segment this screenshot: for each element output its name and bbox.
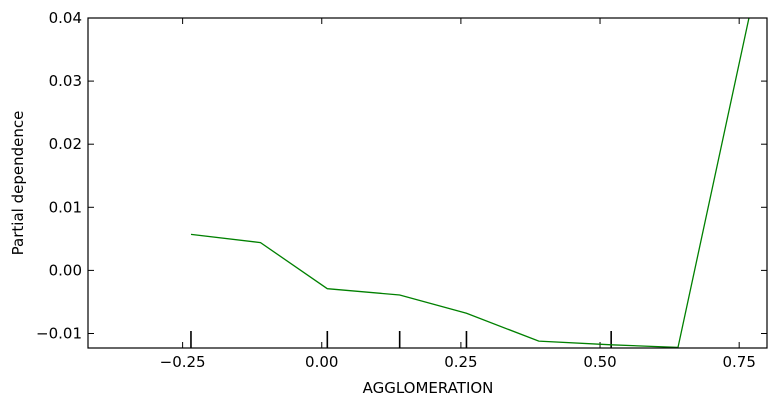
y-tick-label: 0.04 (49, 9, 82, 27)
y-tick-label: −0.01 (36, 324, 82, 342)
series-line (190, 18, 750, 348)
y-tick-label: 0.00 (49, 261, 82, 279)
x-tick-label: −0.25 (160, 353, 206, 371)
x-tick-label: 0.50 (583, 353, 616, 371)
y-tick-label: 0.01 (49, 198, 82, 216)
x-tick-label: 0.25 (444, 353, 477, 371)
x-tick-label: 0.75 (722, 353, 755, 371)
y-tick-label: 0.02 (49, 135, 82, 153)
y-axis-ticks: −0.01 0.00 0.01 0.02 0.03 0.04 (36, 9, 767, 342)
y-tick-label: 0.03 (49, 72, 82, 90)
x-tick-label: 0.00 (305, 353, 338, 371)
y-axis-label: Partial dependence (9, 111, 27, 256)
series-group (190, 18, 750, 348)
rug-marks (190, 331, 612, 348)
x-axis-ticks: −0.25 0.00 0.25 0.50 0.75 (160, 18, 756, 371)
x-axis-label: AGGLOMERATION (363, 379, 494, 397)
plot-frame (87, 17, 768, 349)
